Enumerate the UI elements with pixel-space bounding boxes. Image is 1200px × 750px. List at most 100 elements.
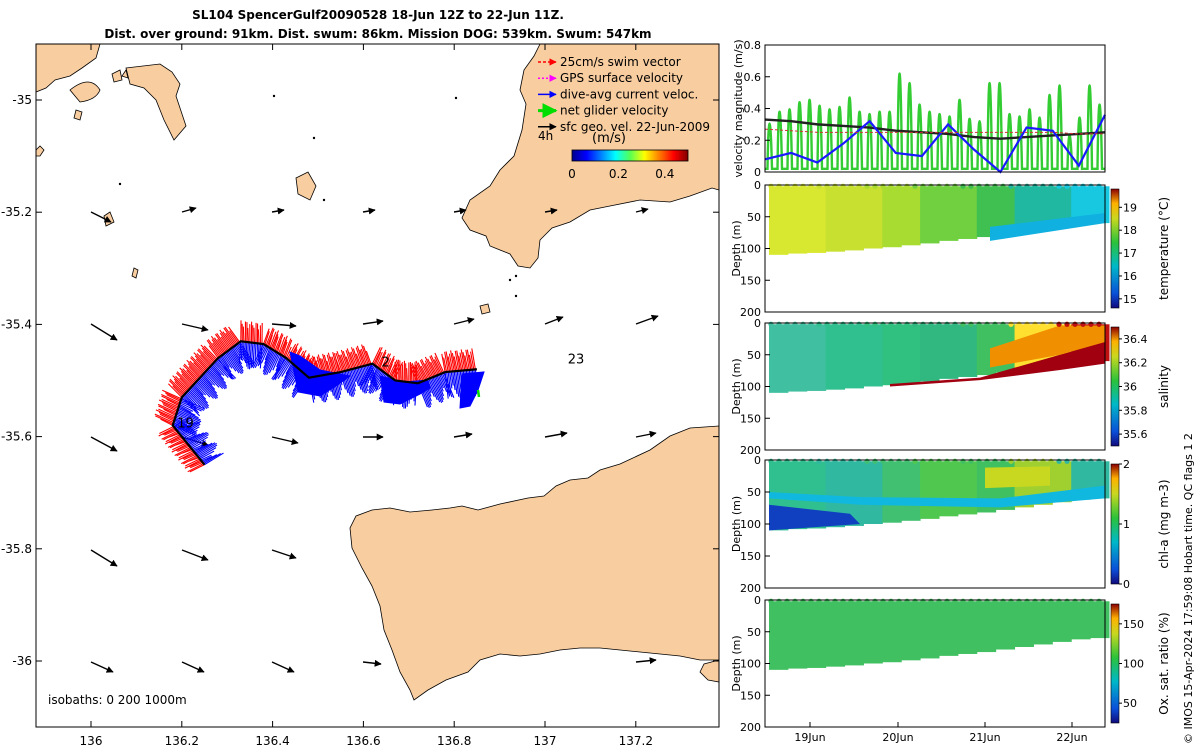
profile-surface-point <box>888 458 894 464</box>
profile-surface-point <box>1040 458 1046 464</box>
profile-surface-point <box>952 598 958 604</box>
legend-label: GPS surface velocity <box>560 71 683 85</box>
current-vector <box>227 350 244 374</box>
current-vector <box>209 366 227 384</box>
swim-vector <box>187 363 202 377</box>
swim-vector <box>379 357 385 370</box>
current-vector <box>212 363 225 377</box>
colorbar-tick-label: 15 <box>1123 293 1137 306</box>
swim-vector <box>203 345 218 360</box>
swim-vector <box>155 415 174 425</box>
swim-vector <box>171 443 188 453</box>
swim-vector <box>158 408 176 418</box>
section-column <box>939 324 959 379</box>
swim-vector <box>340 349 349 371</box>
geo-velocity-arrow <box>453 317 475 325</box>
swim-vector <box>229 330 239 344</box>
section-column <box>844 461 864 526</box>
current-vector <box>452 371 456 391</box>
current-vector <box>187 431 207 445</box>
current-vector <box>193 443 209 453</box>
profile-surface-point <box>1080 458 1086 464</box>
current-vector <box>191 386 209 404</box>
section-column <box>1071 601 1091 640</box>
profile-surface-point <box>864 183 870 189</box>
y-tick-label: 0 <box>754 179 761 192</box>
section-column <box>825 601 846 667</box>
swim-vector <box>263 328 270 345</box>
swim-vector <box>453 356 458 372</box>
geo-velocity-arrow <box>90 661 114 673</box>
swim-vector <box>336 350 345 372</box>
profile-surface-point <box>1096 183 1102 189</box>
legend-label: 25cm/s swim vector <box>560 55 681 69</box>
profile-surface-point <box>1000 458 1006 464</box>
swim-vector <box>355 353 362 367</box>
swim-vector <box>374 351 382 366</box>
swim-vector <box>429 355 439 376</box>
swim-vector <box>190 357 206 373</box>
current-vector <box>248 342 252 370</box>
land-polygon <box>73 109 83 121</box>
profile-surface-point <box>968 458 974 464</box>
section-column <box>920 186 940 244</box>
swim-vector <box>161 395 180 405</box>
profile-surface-point <box>1096 598 1102 604</box>
profile-surface-point <box>832 598 838 604</box>
geo-velocity-arrow <box>453 431 473 439</box>
section-column <box>1052 186 1072 227</box>
swim-vector <box>386 358 395 375</box>
swim-vector <box>464 355 469 371</box>
swim-vector <box>222 331 235 347</box>
swim-vector <box>264 331 270 345</box>
y-tick-label: 200 <box>740 444 761 457</box>
profile-surface-point <box>936 598 942 604</box>
swim-vector <box>279 335 288 355</box>
swim-vector <box>155 409 176 419</box>
profile-surface-point <box>1088 321 1094 327</box>
credit-text: © IMOS 15-Apr-2024 17:59:08 Hobart time.… <box>1182 433 1195 744</box>
current-vector <box>244 341 246 359</box>
section-column <box>882 461 902 523</box>
section-column <box>863 324 883 387</box>
current-vector <box>208 367 228 387</box>
y-tick-label: 0 <box>754 454 761 467</box>
swim-vector <box>365 350 372 365</box>
swim-vector <box>448 353 454 372</box>
current-vector <box>366 365 373 383</box>
y-tick-label: 200 <box>740 721 761 734</box>
swim-vector <box>377 352 387 369</box>
swim-vector <box>186 369 198 382</box>
current-vector <box>447 371 452 394</box>
chart-subtitle: Dist. over ground: 91km. Dist. swum: 86k… <box>104 27 652 41</box>
current-vector <box>252 342 255 366</box>
swim-vector <box>167 438 185 448</box>
current-vector <box>262 350 276 375</box>
swim-vector <box>280 339 288 356</box>
map-frame <box>35 43 720 728</box>
swim-vector <box>172 385 184 397</box>
profile-surface-point <box>888 183 894 189</box>
section-column <box>882 601 902 663</box>
current-vector <box>364 365 376 384</box>
current-vector <box>277 360 291 379</box>
swim-vector <box>281 341 288 356</box>
swim-vector <box>430 355 441 375</box>
high-chl-patch <box>985 466 1050 489</box>
geo-velocity-arrow <box>635 430 657 438</box>
current-vector <box>187 390 205 409</box>
geo-velocity-arrow <box>271 661 295 673</box>
swim-vector <box>361 344 369 365</box>
colorbar-tick-label: 35.8 <box>1123 404 1148 417</box>
section-column <box>1033 186 1053 230</box>
swim-vector <box>164 392 182 401</box>
profile-surface-point <box>1080 183 1086 189</box>
profile-surface-point <box>912 321 918 327</box>
swim-vector <box>417 362 427 381</box>
current-vector <box>432 376 444 403</box>
profile-surface-point <box>976 183 982 189</box>
y-tick-label: 0.8 <box>744 39 762 52</box>
section-column <box>995 186 1016 235</box>
swim-vector <box>451 352 457 372</box>
profile-surface-point <box>928 321 934 327</box>
